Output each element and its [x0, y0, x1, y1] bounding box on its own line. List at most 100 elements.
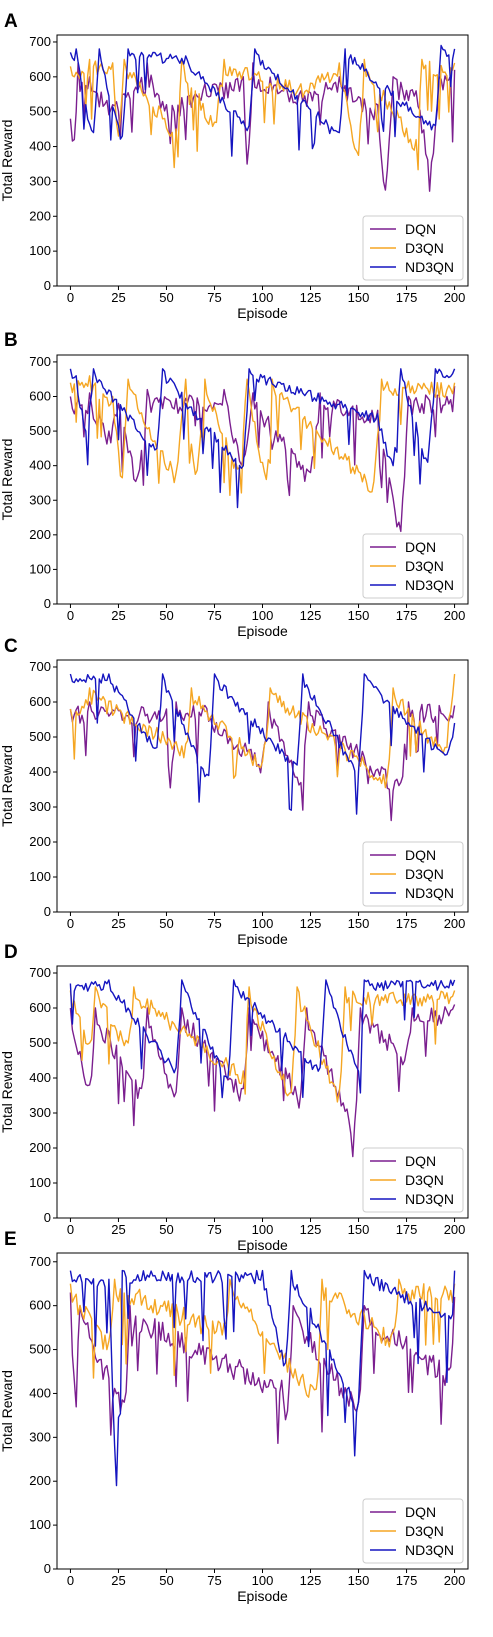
y-tick-label: 400 — [29, 1385, 51, 1400]
x-tick-label: 175 — [396, 1573, 418, 1588]
x-tick-label: 125 — [300, 916, 322, 931]
x-tick-label: 200 — [444, 1222, 466, 1237]
y-tick-label: 0 — [44, 596, 51, 611]
y-tick-label: 100 — [29, 1175, 51, 1190]
x-axis-label: Episode — [237, 305, 288, 321]
series-line-dqn — [69, 386, 456, 533]
series-line-d3qn — [69, 1278, 456, 1398]
legend-label-dqn: DQN — [405, 1153, 436, 1169]
legend-label-nd3qn: ND3QN — [405, 1191, 454, 1207]
x-tick-label: 100 — [252, 608, 274, 623]
y-tick-label: 300 — [29, 492, 51, 507]
x-tick-label: 100 — [252, 1222, 274, 1237]
legend-label-d3qn: D3QN — [405, 1523, 444, 1539]
legend-box — [362, 1498, 464, 1564]
x-tick-label: 200 — [444, 608, 466, 623]
legend-label-d3qn: D3QN — [405, 1172, 444, 1188]
x-tick-label: 0 — [67, 608, 74, 623]
legend-label-nd3qn: ND3QN — [405, 577, 454, 593]
panel-letter: E — [4, 1229, 17, 1250]
x-tick-label: 75 — [207, 1573, 221, 1588]
x-tick-label: 25 — [111, 916, 125, 931]
y-tick-label: 400 — [29, 139, 51, 154]
chart-panel-c: C 0 25 50 75 100 125 150 175 200 0 100 200 300 400 500 6… — [0, 636, 469, 947]
legend: DQN D3QN ND3QN — [362, 533, 464, 599]
x-tick-label: 25 — [111, 1222, 125, 1237]
legend-label-dqn: DQN — [405, 221, 436, 237]
x-tick-label: 150 — [348, 916, 370, 931]
x-tick-label: 25 — [111, 608, 125, 623]
legend: DQN D3QN ND3QN — [362, 215, 464, 281]
x-tick-label: 100 — [252, 916, 274, 931]
x-tick-label: 125 — [300, 1573, 322, 1588]
y-tick-label: 0 — [44, 1561, 51, 1576]
y-axis-label: Total Reward — [0, 120, 15, 202]
x-tick-label: 25 — [111, 1573, 125, 1588]
y-tick-label: 600 — [29, 694, 51, 709]
series-line-d3qn — [69, 986, 456, 1103]
x-tick-label: 0 — [67, 290, 74, 305]
y-tick-label: 400 — [29, 458, 51, 473]
x-tick-label: 0 — [67, 1573, 74, 1588]
x-tick-label: 175 — [396, 290, 418, 305]
x-axis-label: Episode — [237, 1237, 288, 1253]
chart-panel-a: A 0 25 50 75 100 125 150 175 200 0 100 200 300 400 500 6… — [0, 11, 469, 321]
legend-label-nd3qn: ND3QN — [405, 1542, 454, 1558]
series-line-d3qn — [69, 58, 456, 171]
legend-label-nd3qn: ND3QN — [405, 885, 454, 901]
legend: DQN D3QN ND3QN — [362, 841, 464, 907]
x-tick-label: 75 — [207, 290, 221, 305]
x-tick-label: 50 — [159, 608, 173, 623]
series-line-d3qn — [69, 375, 456, 496]
series-group — [69, 44, 456, 192]
series-line-nd3qn — [69, 673, 456, 815]
x-tick-label: 50 — [159, 290, 173, 305]
legend: DQN D3QN ND3QN — [362, 1498, 464, 1564]
y-tick-label: 400 — [29, 1070, 51, 1085]
chart-panel-e: E 0 25 50 75 100 125 150 175 200 0 100 200 300 400 500 6… — [0, 1229, 469, 1604]
x-axis-label: Episode — [237, 1588, 288, 1604]
x-tick-label: 175 — [396, 608, 418, 623]
legend-label-dqn: DQN — [405, 539, 436, 555]
y-tick-label: 600 — [29, 1000, 51, 1015]
y-tick-label: 600 — [29, 69, 51, 84]
y-tick-label: 300 — [29, 1105, 51, 1120]
y-tick-label: 600 — [29, 1298, 51, 1313]
panel-letter: B — [4, 330, 18, 351]
y-tick-label: 500 — [29, 104, 51, 119]
legend-label-d3qn: D3QN — [405, 558, 444, 574]
series-group — [69, 979, 456, 1158]
y-axis-label: Total Reward — [0, 1051, 15, 1133]
x-tick-label: 50 — [159, 1222, 173, 1237]
y-tick-label: 300 — [29, 173, 51, 188]
x-tick-label: 200 — [444, 290, 466, 305]
panel-letter: C — [4, 636, 18, 657]
y-tick-label: 200 — [29, 208, 51, 223]
x-tick-label: 100 — [252, 290, 274, 305]
x-tick-label: 75 — [207, 1222, 221, 1237]
x-tick-label: 75 — [207, 608, 221, 623]
x-tick-label: 175 — [396, 916, 418, 931]
y-tick-label: 200 — [29, 527, 51, 542]
chart-panel-d: D 0 25 50 75 100 125 150 175 200 0 100 200 300 400 500 6… — [0, 942, 469, 1253]
x-tick-label: 75 — [207, 916, 221, 931]
y-tick-label: 700 — [29, 1254, 51, 1269]
legend-box — [362, 215, 464, 281]
x-tick-label: 25 — [111, 290, 125, 305]
y-tick-label: 700 — [29, 34, 51, 49]
x-tick-label: 50 — [159, 1573, 173, 1588]
x-tick-label: 150 — [348, 290, 370, 305]
y-tick-label: 500 — [29, 1342, 51, 1357]
y-tick-label: 300 — [29, 1429, 51, 1444]
y-tick-label: 100 — [29, 561, 51, 576]
legend-label-nd3qn: ND3QN — [405, 259, 454, 275]
legend-label-d3qn: D3QN — [405, 866, 444, 882]
x-tick-label: 150 — [348, 1573, 370, 1588]
y-tick-label: 500 — [29, 729, 51, 744]
y-tick-label: 200 — [29, 1473, 51, 1488]
y-tick-label: 700 — [29, 965, 51, 980]
x-tick-label: 0 — [67, 1222, 74, 1237]
y-tick-label: 400 — [29, 764, 51, 779]
series-line-nd3qn — [69, 1269, 456, 1487]
